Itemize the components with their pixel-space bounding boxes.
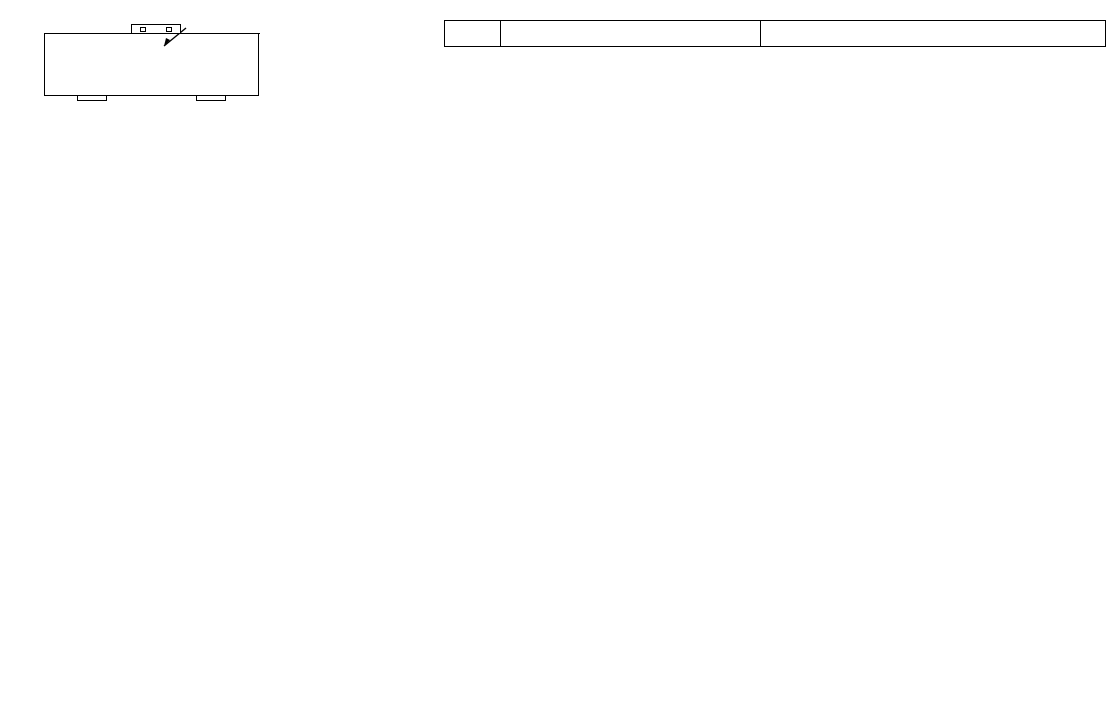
table-header-row: [445, 21, 1106, 47]
pin-rows: [53, 43, 250, 86]
col-cav: [445, 21, 501, 47]
col-function: [761, 21, 1106, 47]
pinout-table: [444, 20, 1106, 47]
page: [14, 14, 1106, 130]
col-circuit: [501, 21, 761, 47]
pinout-panel: [444, 14, 1106, 47]
connector-body: [44, 34, 259, 96]
connector-panel: [14, 14, 444, 130]
connector-diagram: [44, 34, 324, 96]
